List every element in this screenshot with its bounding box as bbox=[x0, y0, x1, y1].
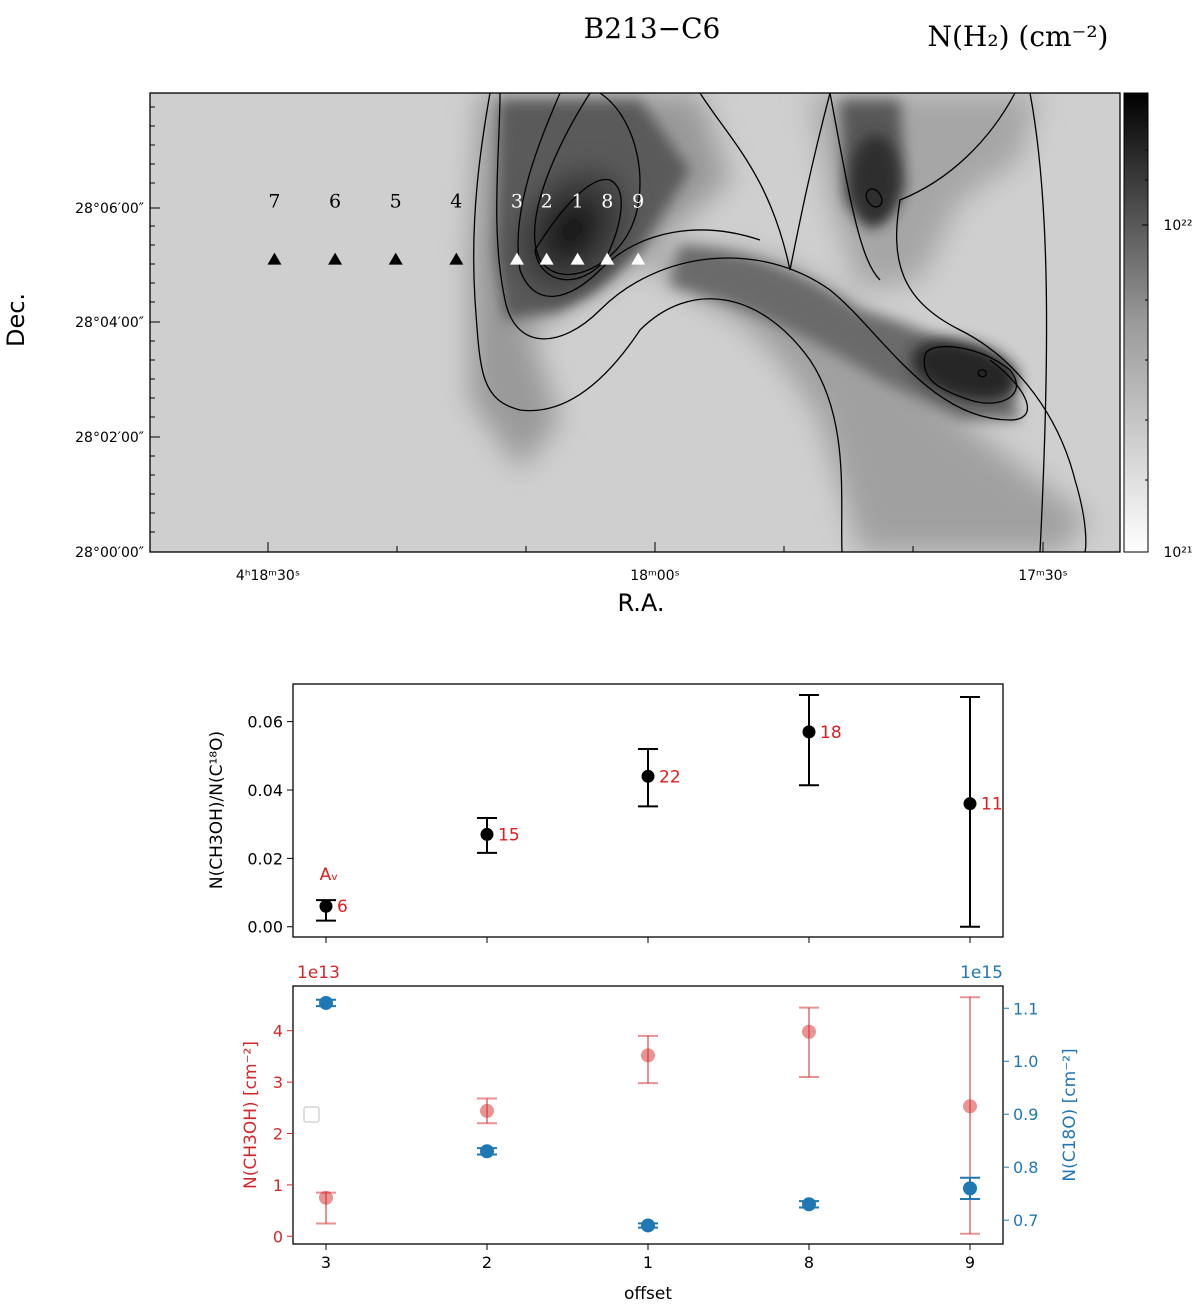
position-marker-6 bbox=[328, 252, 343, 265]
av-label: 15 bbox=[498, 825, 520, 845]
y-tick-label: 28°06′00″ bbox=[75, 201, 144, 217]
right-ytick-label: 1.1 bbox=[1013, 999, 1038, 1018]
ratio-point bbox=[641, 769, 655, 783]
left-ytick-label: 0 bbox=[273, 1227, 283, 1246]
position-marker-5 bbox=[388, 252, 403, 265]
left-ylabel: N(CH3OH) [cm⁻²] bbox=[241, 1041, 261, 1189]
c18o-point bbox=[480, 1144, 494, 1159]
ch3oh-point bbox=[319, 1190, 333, 1205]
ratio-ytick-label: 0.04 bbox=[247, 781, 283, 800]
map-x-tick-labels: 4ʰ18ᵐ30ˢ 18ᵐ00ˢ 17ᵐ30ˢ bbox=[236, 568, 1068, 584]
map-title: B213−C6 bbox=[584, 12, 721, 45]
density-plot-frame bbox=[292, 985, 1004, 1245]
ratio-ytick-label: 0.02 bbox=[247, 849, 283, 868]
density-xtick-label: 3 bbox=[321, 1253, 331, 1272]
ratio-point bbox=[802, 725, 816, 739]
map-ylabel: Dec. bbox=[2, 293, 30, 347]
left-ytick-label: 1 bbox=[273, 1176, 283, 1195]
ratio-plot-frame bbox=[292, 683, 1004, 938]
position-label-7: 7 bbox=[268, 191, 280, 213]
colorbar-tick-label: 10²² bbox=[1163, 218, 1192, 234]
colorbar bbox=[1123, 92, 1149, 553]
position-label-6: 6 bbox=[329, 191, 341, 213]
map-y-tick-labels: 28°06′00″ 28°04′00″ 28°02′00″ 28°00′00″ bbox=[75, 201, 144, 561]
density-xtick-label: 9 bbox=[965, 1253, 975, 1272]
colorbar-label: N(H₂) (cm⁻²) bbox=[928, 20, 1109, 53]
av-label: 22 bbox=[659, 767, 681, 787]
c18o-point bbox=[802, 1197, 816, 1212]
ratio-ylabel: N(CH3OH)/N(C¹⁸O) bbox=[207, 731, 227, 889]
av-label: 6 bbox=[337, 897, 348, 917]
position-marker-3 bbox=[509, 252, 524, 265]
map-xlabel: R.A. bbox=[617, 589, 664, 617]
x-tick-label: 18ᵐ00ˢ bbox=[630, 568, 680, 584]
right-ytick-label: 0.7 bbox=[1013, 1211, 1038, 1230]
left-ytick-label: 2 bbox=[273, 1125, 283, 1144]
position-label-9: 9 bbox=[632, 191, 644, 213]
left-ytick-label: 3 bbox=[273, 1073, 283, 1092]
ratio-point bbox=[963, 797, 977, 811]
position-marker-9 bbox=[631, 252, 646, 265]
x-tick-label: 17ᵐ30ˢ bbox=[1018, 568, 1068, 584]
right-ytick-label: 1.0 bbox=[1013, 1052, 1038, 1071]
density-xlabel: offset bbox=[624, 1284, 672, 1304]
ratio-plot: 0.00 0.02 0.04 0.06 6 15 22 18 11 bbox=[247, 693, 1003, 943]
ratio-point bbox=[480, 827, 494, 841]
av-label: 11 bbox=[981, 795, 1003, 815]
colorbar-tick-label: 10²¹ bbox=[1163, 545, 1192, 561]
density-xtick-label: 8 bbox=[804, 1253, 814, 1272]
y-tick-label: 28°00′00″ bbox=[75, 545, 144, 561]
position-label-8: 8 bbox=[601, 191, 613, 213]
right-ylabel: N(C18O) [cm⁻²] bbox=[1060, 1048, 1080, 1181]
position-label-4: 4 bbox=[450, 191, 462, 213]
position-marker-8 bbox=[600, 252, 615, 265]
position-marker-2 bbox=[539, 252, 554, 265]
x-tick-label: 4ʰ18ᵐ30ˢ bbox=[236, 568, 300, 584]
av-title: Aᵥ bbox=[320, 865, 339, 885]
position-marker-7 bbox=[267, 252, 282, 265]
ch3oh-point bbox=[802, 1024, 816, 1039]
ratio-point bbox=[319, 899, 333, 913]
colorbar-ticks bbox=[1142, 119, 1148, 481]
y-tick-label: 28°04′00″ bbox=[75, 315, 144, 331]
legend-placeholder-box bbox=[303, 1106, 320, 1123]
right-ytick-label: 0.8 bbox=[1013, 1158, 1038, 1177]
position-marker-1 bbox=[570, 252, 585, 265]
density-xtick-label: 1 bbox=[643, 1253, 653, 1272]
position-label-2: 2 bbox=[541, 191, 553, 213]
column-density-map bbox=[150, 93, 1120, 552]
left-ytick-label: 4 bbox=[273, 1022, 283, 1041]
ch3oh-point bbox=[480, 1103, 494, 1118]
position-marker-4 bbox=[449, 252, 464, 265]
position-label-5: 5 bbox=[390, 191, 402, 213]
position-label-1: 1 bbox=[572, 191, 584, 213]
c18o-point bbox=[319, 995, 333, 1010]
c18o-point bbox=[641, 1218, 655, 1233]
right-multiplier: 1e15 bbox=[960, 963, 1003, 983]
ratio-ytick-label: 0.00 bbox=[247, 918, 283, 937]
left-multiplier: 1e13 bbox=[297, 963, 340, 983]
av-label: 18 bbox=[820, 723, 842, 743]
map-y-minor-ticks bbox=[150, 106, 1044, 553]
c18o-point bbox=[963, 1181, 977, 1196]
ch3oh-point bbox=[641, 1048, 655, 1063]
y-tick-label: 28°02′00″ bbox=[75, 430, 144, 446]
ratio-ytick-label: 0.06 bbox=[247, 713, 283, 732]
ch3oh-point bbox=[963, 1099, 977, 1114]
density-xtick-label: 2 bbox=[482, 1253, 492, 1272]
position-label-3: 3 bbox=[511, 191, 523, 213]
right-ytick-label: 0.9 bbox=[1013, 1105, 1038, 1124]
